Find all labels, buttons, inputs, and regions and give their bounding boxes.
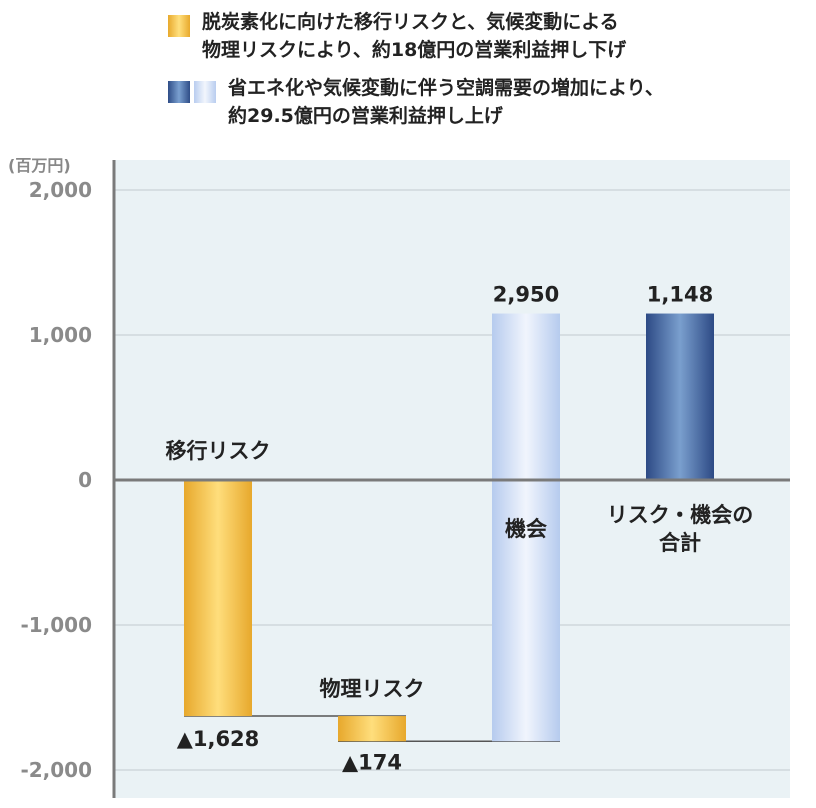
y-axis-unit-label: (百万円) [8,156,71,175]
legend-swatch-lightblue [194,81,216,103]
category-label-1: 物理リスク [320,677,425,701]
y-tick-label: 2,000 [29,178,92,202]
y-tick-label: -2,000 [20,758,92,782]
legend-item-opportunity: 省エネ化や気候変動に伴う空調需要の増加により、 約29.5億円の営業利益押し上げ [168,74,808,130]
category-label-0: 移行リスク [166,439,271,463]
category-label-3: リスク・機会の合計 [607,503,754,555]
legend-swatch-navy [168,81,190,103]
legend-swatches-risk [168,15,190,37]
value-label-1: ▲174 [342,750,402,774]
legend-item-risk: 脱炭素化に向けた移行リスクと、気候変動による 物理リスクにより、約18億円の営業… [168,8,808,64]
legend: 脱炭素化に向けた移行リスクと、気候変動による 物理リスクにより、約18億円の営業… [168,8,808,140]
bar-2 [492,313,560,742]
legend-swatches-opportunity [168,81,216,103]
y-tick-label: 0 [78,468,92,492]
legend-swatch-gold [168,15,190,37]
bar-3 [646,313,714,480]
value-label-3: 1,148 [647,283,713,307]
y-tick-label: 1,000 [29,323,92,347]
value-label-0: ▲1,628 [177,727,260,751]
bar-0 [184,480,252,717]
bar-1 [338,716,406,742]
legend-text-risk: 脱炭素化に向けた移行リスクと、気候変動による 物理リスクにより、約18億円の営業… [202,11,627,61]
legend-text-opportunity: 省エネ化や気候変動に伴う空調需要の増加により、 約29.5億円の営業利益押し上げ [228,77,664,127]
y-tick-label: -1,000 [20,613,92,637]
value-label-2: 2,950 [493,283,559,307]
category-label-2: 機会 [505,517,547,541]
